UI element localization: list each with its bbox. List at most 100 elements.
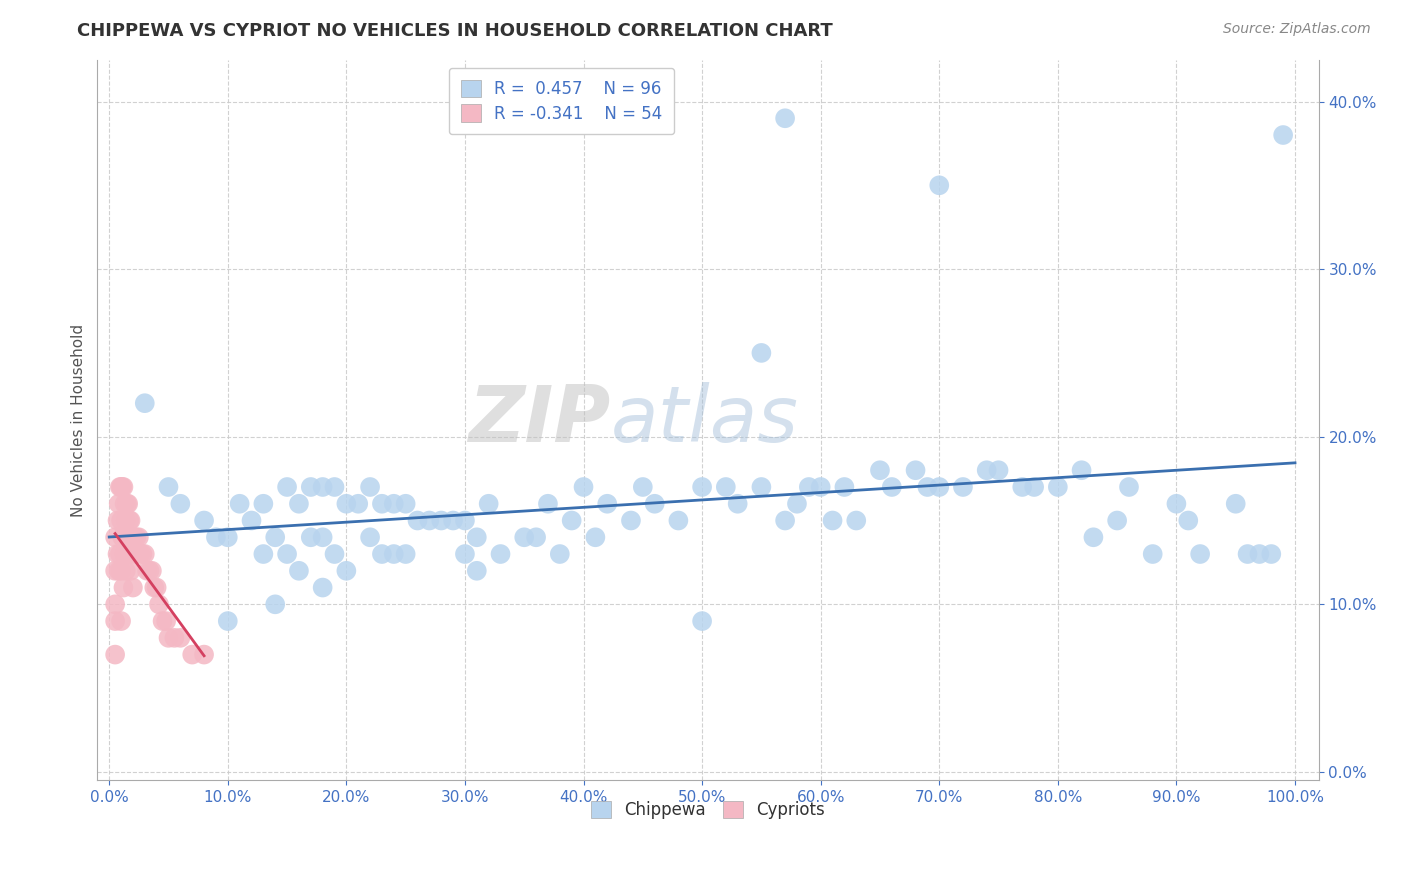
Point <box>264 530 287 544</box>
Point <box>537 497 560 511</box>
Point <box>335 497 357 511</box>
Point <box>441 514 464 528</box>
Point <box>169 631 191 645</box>
Point <box>115 497 138 511</box>
Point <box>104 530 127 544</box>
Point <box>108 480 131 494</box>
Point <box>810 480 832 494</box>
Point <box>1107 514 1129 528</box>
Point <box>125 530 148 544</box>
Point <box>163 631 186 645</box>
Point <box>561 514 583 528</box>
Point <box>1142 547 1164 561</box>
Point <box>1272 128 1295 142</box>
Point <box>928 178 950 193</box>
Point <box>596 497 619 511</box>
Point <box>112 480 135 494</box>
Point <box>193 648 215 662</box>
Point <box>1011 480 1033 494</box>
Y-axis label: No Vehicles in Household: No Vehicles in Household <box>72 324 86 516</box>
Point <box>299 530 322 544</box>
Point <box>1166 497 1188 511</box>
Point <box>217 530 239 544</box>
Point <box>120 564 142 578</box>
Point <box>1260 547 1282 561</box>
Point <box>1070 463 1092 477</box>
Point <box>1236 547 1258 561</box>
Point <box>114 547 136 561</box>
Point <box>478 497 501 511</box>
Point <box>821 514 844 528</box>
Point <box>1118 480 1140 494</box>
Point <box>371 497 394 511</box>
Legend: Chippewa, Cypriots: Chippewa, Cypriots <box>585 795 831 826</box>
Point <box>114 497 136 511</box>
Point <box>117 497 139 511</box>
Point <box>104 564 127 578</box>
Point <box>107 514 129 528</box>
Point <box>1024 480 1046 494</box>
Point <box>115 547 138 561</box>
Point <box>845 514 868 528</box>
Point <box>1046 480 1069 494</box>
Text: atlas: atlas <box>610 382 799 458</box>
Point <box>134 547 156 561</box>
Point <box>1225 497 1247 511</box>
Point <box>152 614 174 628</box>
Point <box>880 480 903 494</box>
Point <box>120 514 142 528</box>
Point <box>418 514 440 528</box>
Point <box>122 530 145 544</box>
Point <box>111 480 134 494</box>
Point <box>155 614 177 628</box>
Point <box>128 530 150 544</box>
Point <box>104 597 127 611</box>
Point <box>869 463 891 477</box>
Point <box>548 547 571 561</box>
Point <box>1177 514 1199 528</box>
Point <box>751 480 773 494</box>
Point <box>359 480 381 494</box>
Point <box>323 480 346 494</box>
Point <box>359 530 381 544</box>
Point <box>382 497 405 511</box>
Point <box>299 480 322 494</box>
Point <box>228 497 250 511</box>
Point <box>406 514 429 528</box>
Point <box>136 564 159 578</box>
Point <box>395 497 418 511</box>
Point <box>107 547 129 561</box>
Point <box>129 547 152 561</box>
Point <box>107 497 129 511</box>
Point <box>240 514 263 528</box>
Point <box>110 614 132 628</box>
Point <box>987 463 1010 477</box>
Point <box>108 547 131 561</box>
Point <box>157 480 180 494</box>
Point <box>489 547 512 561</box>
Point <box>112 530 135 544</box>
Point <box>169 497 191 511</box>
Point <box>193 514 215 528</box>
Point <box>217 614 239 628</box>
Point <box>205 530 228 544</box>
Point <box>976 463 998 477</box>
Point <box>666 514 689 528</box>
Point <box>834 480 856 494</box>
Point <box>118 514 141 528</box>
Text: CHIPPEWA VS CYPRIOT NO VEHICLES IN HOUSEHOLD CORRELATION CHART: CHIPPEWA VS CYPRIOT NO VEHICLES IN HOUSE… <box>77 22 834 40</box>
Point <box>112 581 135 595</box>
Point <box>430 514 453 528</box>
Text: Source: ZipAtlas.com: Source: ZipAtlas.com <box>1223 22 1371 37</box>
Point <box>276 547 298 561</box>
Point <box>465 564 488 578</box>
Point <box>110 480 132 494</box>
Point <box>714 480 737 494</box>
Point <box>107 564 129 578</box>
Point <box>276 480 298 494</box>
Point <box>644 497 666 511</box>
Point <box>264 597 287 611</box>
Point <box>524 530 547 544</box>
Point <box>288 564 311 578</box>
Point <box>620 514 643 528</box>
